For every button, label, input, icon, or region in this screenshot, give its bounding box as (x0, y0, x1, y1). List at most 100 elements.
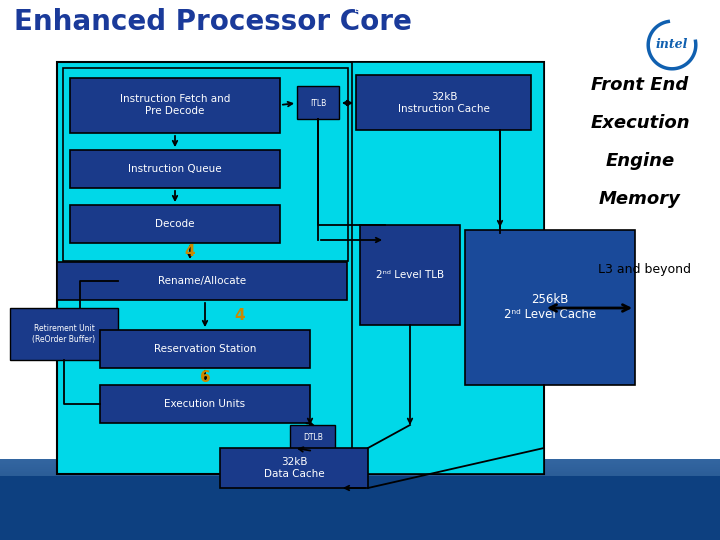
Bar (0, 489, 720, 491)
Bar (0, 502, 720, 504)
Text: Retirement Unit
(ReOrder Buffer): Retirement Unit (ReOrder Buffer) (32, 325, 96, 343)
Bar (63, 68, 348, 261)
Bar (0, 463, 720, 465)
Bar (0, 522, 720, 524)
Bar (0, 508, 720, 509)
Text: Instruction Queue: Instruction Queue (128, 164, 222, 174)
Bar (0, 521, 720, 523)
Bar (0, 497, 720, 498)
Bar (0, 491, 720, 494)
Bar (0, 531, 720, 534)
Bar (0, 471, 720, 474)
Text: 6: 6 (199, 370, 210, 386)
Bar (0, 537, 720, 539)
Bar (0, 488, 720, 489)
Text: 4: 4 (185, 245, 195, 260)
Bar (356, 75, 531, 130)
Bar (0, 490, 720, 492)
Text: 4: 4 (235, 307, 246, 322)
Text: Memory: Memory (599, 190, 681, 208)
Bar (0, 493, 720, 495)
Bar (0, 469, 720, 471)
Bar (57, 262, 347, 300)
Bar (0, 460, 720, 461)
Bar (0, 534, 720, 536)
Bar (0, 476, 720, 477)
Bar (100, 385, 310, 423)
Text: Front End: Front End (591, 76, 688, 94)
Bar (0, 476, 720, 540)
Bar (0, 516, 720, 517)
Bar (0, 478, 720, 480)
Text: Rename/Allocate: Rename/Allocate (158, 276, 246, 286)
Bar (0, 498, 720, 500)
Bar (0, 514, 720, 516)
Text: Execution Units: Execution Units (164, 399, 246, 409)
Text: Enhanced Processor Core: Enhanced Processor Core (14, 8, 412, 36)
Bar (0, 523, 720, 525)
Text: Reservation Station: Reservation Station (154, 344, 256, 354)
Bar (0, 473, 720, 475)
Bar (0, 506, 720, 508)
Text: DTLB: DTLB (303, 434, 323, 442)
Bar (0, 480, 720, 481)
Polygon shape (644, 17, 700, 73)
Bar (100, 330, 310, 368)
Bar (0, 505, 720, 507)
Bar (0, 496, 720, 497)
Bar (70, 205, 280, 243)
Bar (0, 511, 720, 514)
Bar (0, 465, 720, 467)
Text: ITLB: ITLB (310, 98, 326, 107)
Bar (0, 528, 720, 529)
Bar (0, 494, 720, 496)
Bar (0, 538, 720, 540)
Text: 54: 54 (353, 8, 367, 18)
Bar (0, 525, 720, 526)
Text: 32kB
Instruction Cache: 32kB Instruction Cache (398, 92, 490, 114)
Bar (70, 150, 280, 188)
Bar (290, 425, 335, 451)
Bar (0, 477, 720, 478)
Bar (0, 474, 720, 476)
Bar (0, 509, 720, 511)
Bar (0, 526, 720, 528)
Bar (0, 486, 720, 488)
Bar (0, 529, 720, 531)
Bar (0, 510, 720, 512)
Bar (0, 500, 720, 501)
Bar (0, 519, 720, 521)
Bar (0, 462, 720, 464)
Text: intel: intel (656, 38, 688, 51)
Text: Engine: Engine (606, 152, 675, 170)
Bar (0, 481, 720, 483)
Bar (10, 308, 118, 360)
Bar (0, 503, 720, 505)
Bar (0, 530, 720, 532)
Bar (0, 536, 720, 537)
Text: Execution: Execution (590, 114, 690, 132)
Text: Decode: Decode (156, 219, 194, 229)
Bar (0, 518, 720, 520)
Bar (0, 533, 720, 535)
Bar (0, 470, 720, 472)
Bar (0, 513, 720, 515)
Bar (0, 466, 720, 468)
Bar (70, 78, 280, 133)
Text: 2ⁿᵈ Level TLB: 2ⁿᵈ Level TLB (376, 270, 444, 280)
Bar (57, 62, 544, 474)
Bar (297, 86, 339, 119)
Bar (0, 468, 720, 469)
Bar (352, 62, 544, 474)
Bar (0, 517, 720, 518)
Bar (0, 483, 720, 485)
Bar (360, 225, 460, 325)
Bar (0, 461, 720, 463)
Bar (0, 482, 720, 484)
Bar (465, 230, 635, 385)
Text: L3 and beyond: L3 and beyond (598, 264, 691, 276)
Text: 256kB
2ⁿᵈ Level Cache: 256kB 2ⁿᵈ Level Cache (504, 293, 596, 321)
Bar (220, 448, 368, 488)
Text: Instruction Fetch and
Pre Decode: Instruction Fetch and Pre Decode (120, 94, 230, 116)
Bar (0, 485, 720, 487)
